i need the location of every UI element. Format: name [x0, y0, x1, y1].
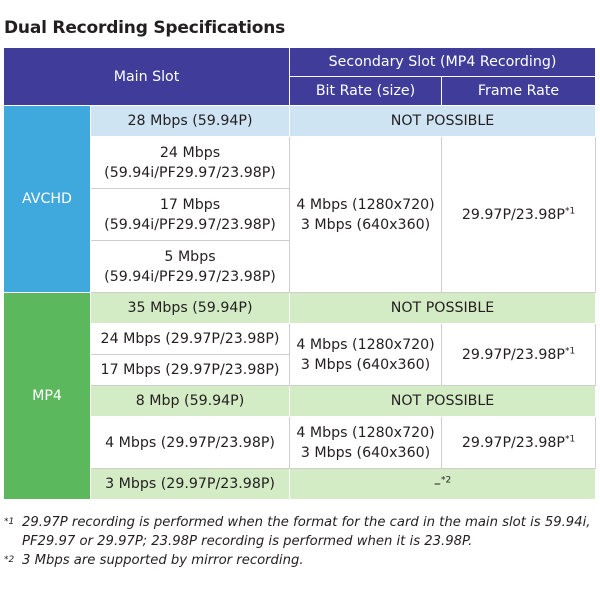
footnote-text: 3 Mbps are supported by mirror recording… — [22, 553, 304, 568]
secondary-not-possible-cell: NOT POSSIBLE — [289, 105, 597, 137]
header-secondary-slot: Secondary Slot (MP4 Recording) — [289, 47, 597, 77]
main-slot-rate: 17 Mbps — [159, 196, 221, 213]
framerate-value: 29.97P/23.98P — [461, 206, 565, 223]
footnote-text: 29.97P recording is performed when the f… — [22, 515, 591, 549]
table-row: 24 Mbps (29.97P/23.98P) 4 Mbps (1280x720… — [4, 323, 597, 386]
section-label-avchd: AVCHD — [3, 105, 91, 293]
table-row: 5 Mbps (59.94i/PF29.97/23.98P) — [4, 240, 596, 293]
avchd-framerate-cell: 29.97P/23.98P*1 — [441, 136, 597, 293]
section-label-mp4: MP4 — [3, 292, 91, 500]
footnote-mark: *1 — [4, 517, 15, 527]
footnote-mark: *2 — [4, 555, 15, 565]
main-slot-cell: 5 Mbps (59.94i/PF29.97/23.98P) — [89, 240, 291, 293]
table-row: 3 Mbps (29.97P/23.98P) –*2 — [4, 468, 597, 500]
footnote-mark: *1 — [564, 345, 576, 356]
main-slot-frame-modes: (59.94i/PF29.97/23.98P) — [104, 164, 276, 181]
table-row: AVCHD 28 Mbps (59.94P) NOT POSSIBLE — [3, 105, 597, 293]
header-bit-rate: Bit Rate (size) — [289, 76, 443, 106]
mp4-bitrate-cell: 4 Mbps (1280x720) 3 Mbps (640x360) — [289, 416, 443, 469]
bitrate-line: 4 Mbps (1280x720) — [296, 196, 435, 213]
main-slot-cell: 24 Mbps (29.97P/23.98P) — [89, 323, 291, 355]
table-row: 17 Mbps (59.94i/PF29.97/23.98P) — [4, 188, 596, 241]
table-row: 8 Mbp (59.94P) NOT POSSIBLE — [4, 385, 597, 417]
dual-recording-spec-table: Main Slot Secondary Slot (MP4 Recording)… — [2, 47, 597, 500]
main-slot-cell: 3 Mbps (29.97P/23.98P) — [89, 468, 291, 500]
main-slot-cell: 28 Mbps (59.94P) — [89, 105, 291, 137]
secondary-not-possible-cell: NOT POSSIBLE — [289, 385, 597, 417]
main-slot-cell: 4 Mbps (29.97P/23.98P) — [89, 416, 291, 469]
bitrate-line: 3 Mbps (640x360) — [300, 356, 431, 373]
footnote-mark: *2 — [440, 475, 452, 486]
bitrate-line: 4 Mbps (1280x720) — [296, 336, 435, 353]
secondary-dash-cell: –*2 — [289, 468, 597, 500]
framerate-value: 29.97P/23.98P — [461, 434, 565, 451]
mp4-bitrate-cell: 4 Mbps (1280x720) 3 Mbps (640x360) — [289, 323, 443, 386]
main-slot-cell: 8 Mbp (59.94P) — [89, 385, 291, 417]
main-slot-frame-modes: (59.94i/PF29.97/23.98P) — [104, 268, 276, 285]
header-frame-rate: Frame Rate — [441, 76, 597, 106]
footnote-2: *2 3 Mbps are supported by mirror record… — [4, 551, 594, 570]
table-row: 24 Mbps (59.94i/PF29.97/23.98P) 4 Mbps (… — [4, 136, 597, 293]
page-title: Dual Recording Specifications — [4, 18, 286, 38]
bitrate-line: 3 Mbps (640x360) — [300, 444, 431, 461]
footnotes: *1 29.97P recording is performed when th… — [4, 513, 594, 570]
footnote-mark: *1 — [564, 205, 576, 216]
dash-value: – — [433, 476, 441, 492]
mp4-framerate-cell: 29.97P/23.98P*1 — [441, 323, 597, 386]
main-slot-cell: 35 Mbps (59.94P) — [89, 292, 291, 324]
avchd-bitrate-cell: 4 Mbps (1280x720) 3 Mbps (640x360) — [289, 136, 443, 293]
bitrate-line: 4 Mbps (1280x720) — [296, 424, 435, 441]
bitrate-line: 3 Mbps (640x360) — [300, 216, 431, 233]
framerate-value: 29.97P/23.98P — [461, 346, 565, 363]
main-slot-cell: 24 Mbps (59.94i/PF29.97/23.98P) — [89, 136, 291, 189]
main-slot-rate: 24 Mbps — [159, 144, 221, 161]
main-slot-frame-modes: (59.94i/PF29.97/23.98P) — [104, 216, 276, 233]
mp4-framerate-cell: 29.97P/23.98P*1 — [441, 416, 597, 469]
footnote-1: *1 29.97P recording is performed when th… — [4, 513, 594, 551]
main-slot-cell: 17 Mbps (29.97P/23.98P) — [89, 354, 291, 386]
main-slot-rate: 5 Mbps — [164, 248, 216, 265]
secondary-not-possible-cell: NOT POSSIBLE — [289, 292, 597, 324]
table-row: 17 Mbps (29.97P/23.98P) — [4, 354, 596, 386]
header-main-slot: Main Slot — [2, 47, 291, 106]
footnote-mark: *1 — [564, 433, 576, 444]
table-row: MP4 35 Mbps (59.94P) NOT POSSIBLE — [3, 292, 597, 500]
main-slot-cell: 17 Mbps (59.94i/PF29.97/23.98P) — [89, 188, 291, 241]
table-row: 4 Mbps (29.97P/23.98P) 4 Mbps (1280x720)… — [4, 416, 597, 469]
